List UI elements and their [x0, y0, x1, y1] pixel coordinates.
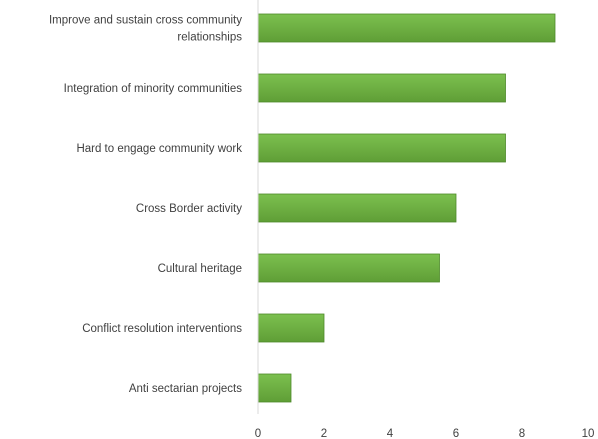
x-tick-label-2: 4 — [387, 428, 394, 439]
category-label-6: Anti sectarian projects — [129, 383, 242, 395]
category-label-1: Integration of minority communities — [64, 83, 243, 95]
bar-0 — [257, 13, 556, 43]
category-label-0-line-0: Improve and sustain cross community — [49, 15, 242, 27]
bars-group — [257, 13, 556, 403]
category-label-0-line-1: relationships — [177, 32, 242, 44]
bar-5 — [257, 313, 325, 343]
category-labels: Improve and sustain cross community relat… — [49, 15, 242, 396]
x-tick-label-4: 8 — [519, 428, 525, 439]
x-tick-labels: 0 2 4 6 8 10 — [255, 428, 595, 439]
x-tick-label-5: 10 — [582, 428, 595, 439]
bar-3 — [257, 193, 457, 223]
bar-2 — [257, 133, 506, 163]
bar-1 — [257, 73, 506, 103]
category-label-5: Conflict resolution interventions — [82, 323, 242, 335]
category-label-3: Cross Border activity — [136, 203, 242, 215]
x-tick-label-1: 2 — [321, 428, 327, 439]
bar-4 — [257, 253, 440, 283]
category-label-2: Hard to engage community work — [76, 143, 242, 155]
category-label-4: Cultural heritage — [158, 263, 242, 275]
x-tick-label-0: 0 — [255, 428, 261, 439]
bar-6 — [257, 373, 292, 403]
x-tick-label-3: 6 — [453, 428, 459, 439]
